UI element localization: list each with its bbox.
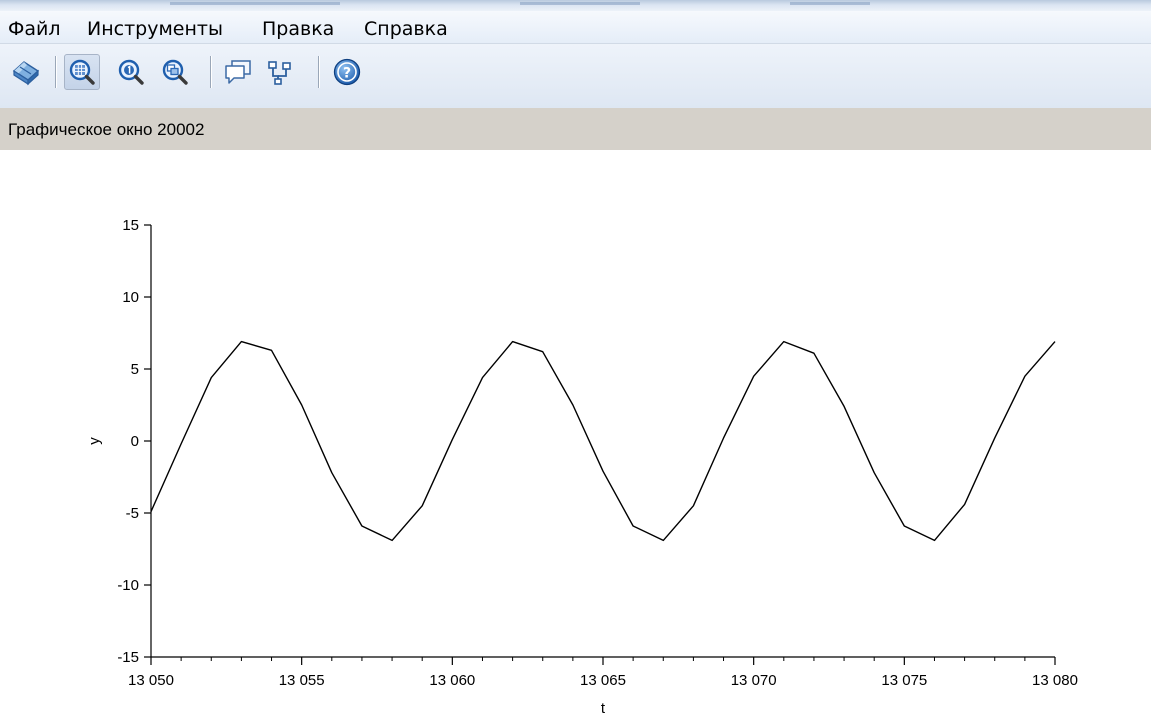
help-icon: ? [333,58,361,86]
edit-curve-icon [268,61,291,85]
rotate-button[interactable] [8,54,44,90]
series-line [150,340,1056,542]
edit-curve-button[interactable] [263,54,299,90]
x-tick-label: 13 055 [279,672,325,689]
datatip-icon [225,60,251,84]
x-tick-label: 13 065 [580,672,626,689]
zoom-out-button[interactable] [157,54,193,90]
x-tick-label: 13 050 [128,672,174,689]
graphic-window-title: Графическое окно 20002 [8,120,205,139]
status-bar: Графическое окно 20002 [0,108,1151,150]
toolbar-separator [55,56,56,88]
zoom-out-icon [162,59,188,85]
help-button[interactable]: ? [329,54,365,90]
rotate-icon [12,61,40,86]
zoom-original-button[interactable] [113,54,149,90]
menu-help[interactable]: Справка [364,18,448,40]
svg-text:?: ? [343,66,351,82]
zoom-original-icon [118,59,144,85]
menu-tools[interactable]: Инструменты [87,18,223,40]
x-tick-label: 13 080 [1032,672,1078,689]
y-tick-label: 15 [122,217,139,234]
menu-file[interactable]: Файл [8,18,61,40]
window-title-bar [0,0,1151,11]
datatip-button[interactable] [220,54,256,90]
toolbar-separator [318,56,319,88]
menu-edit[interactable]: Правка [262,18,335,40]
toolbar-separator [210,56,211,88]
menu-bar: Файл Инструменты Правка Справка [0,11,1151,44]
x-tick-label: 13 060 [429,672,475,689]
y-tick-label: 5 [131,361,139,378]
toolbar: ? [0,44,1151,108]
zoom-area-button[interactable] [64,54,100,90]
zoom-area-icon [69,59,95,85]
x-tick-label: 13 070 [731,672,777,689]
line-chart: -15 -10 -5 0 5 10 15 13 050 13 055 13 060 13 065 13… [86,217,1078,717]
y-tick-label: -10 [117,577,139,594]
x-tick-label: 13 075 [881,672,927,689]
y-axis-label: y [86,437,103,445]
y-tick-label: 0 [131,433,139,450]
y-tick-label: -5 [126,505,139,522]
x-axis-label: t [601,700,606,717]
plot-area: -15 -10 -5 0 5 10 15 13 050 13 055 13 060 13 065 13… [0,150,1151,727]
y-tick-label: -15 [117,649,139,666]
y-tick-label: 10 [122,289,139,306]
